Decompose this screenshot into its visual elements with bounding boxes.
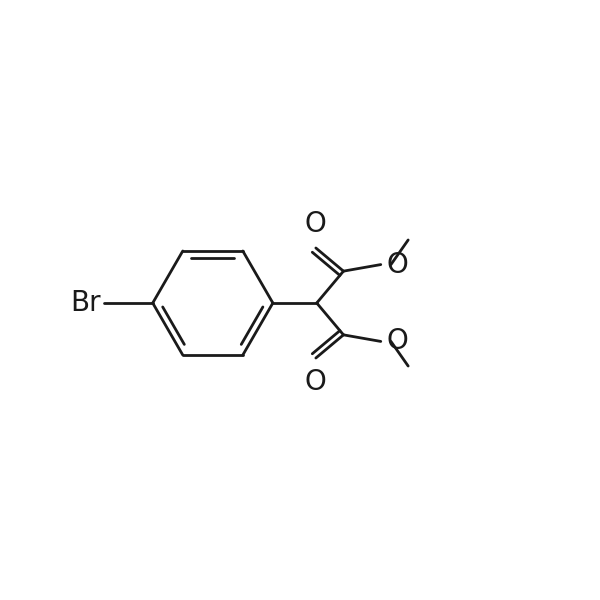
Text: O: O bbox=[386, 328, 408, 355]
Text: O: O bbox=[386, 251, 408, 278]
Text: O: O bbox=[305, 210, 327, 238]
Text: Br: Br bbox=[70, 289, 101, 317]
Text: O: O bbox=[305, 368, 327, 396]
